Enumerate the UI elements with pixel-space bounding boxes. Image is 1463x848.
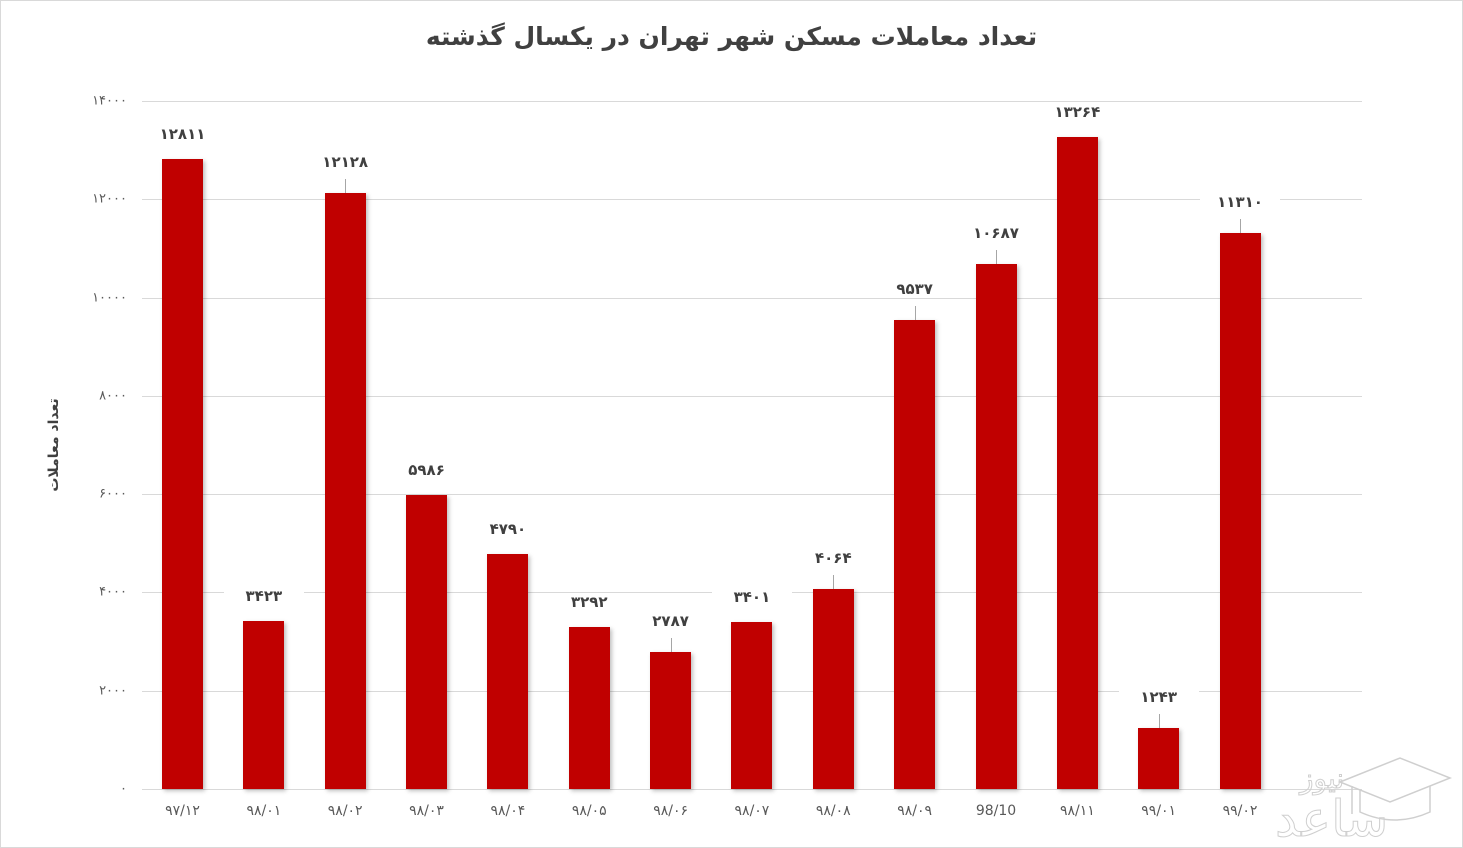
bar bbox=[894, 320, 936, 789]
x-tick-label: ۹۸/۱۱ bbox=[1059, 803, 1095, 819]
leader-line bbox=[1158, 713, 1160, 728]
leader-line bbox=[996, 249, 997, 264]
bar bbox=[812, 589, 854, 789]
y-tick-label: ۰ bbox=[120, 781, 127, 797]
y-tick-label: ۸۰۰۰ bbox=[99, 388, 127, 404]
gridline bbox=[142, 494, 1362, 496]
data-label: ۳۴۰۱ bbox=[711, 587, 792, 606]
x-tick-label: ۹۸/۰۷ bbox=[734, 803, 770, 819]
leader-line bbox=[833, 575, 835, 590]
watermark-text-saed: ساعد bbox=[1275, 790, 1388, 840]
bar bbox=[487, 553, 529, 789]
bar bbox=[406, 494, 448, 789]
y-tick-label: ۶۰۰۰ bbox=[99, 486, 127, 502]
leader-line bbox=[1240, 219, 1242, 234]
leader-line bbox=[670, 638, 672, 653]
bar bbox=[568, 627, 610, 789]
data-label: ۲۷۸۷ bbox=[630, 612, 711, 631]
x-tick-label: ۹۸/۰۴ bbox=[490, 803, 526, 819]
x-tick-label: ۹۸/۰۳ bbox=[409, 803, 444, 819]
y-tick-label: ۱۰۰۰۰ bbox=[92, 290, 127, 306]
data-label: ۳۲۹۲ bbox=[549, 593, 630, 612]
x-tick-label: ۹۸/۰۱ bbox=[246, 803, 282, 819]
gridline bbox=[142, 297, 1362, 299]
x-tick-label: 98/10 bbox=[975, 803, 1017, 819]
data-label: ۱۳۲۶۴ bbox=[1037, 103, 1118, 122]
bar bbox=[162, 159, 203, 789]
y-axis-label: تعداد معاملات bbox=[46, 398, 62, 492]
x-tick-label: ۹۷/۱۲ bbox=[165, 803, 200, 819]
data-label: ۴۰۶۴ bbox=[793, 549, 874, 568]
bar bbox=[1056, 137, 1098, 789]
y-tick-label: ۴۰۰۰ bbox=[99, 584, 127, 600]
data-label: ۴۷۹۰ bbox=[467, 519, 548, 538]
x-tick-label: ۹۹/۰۲ bbox=[1222, 803, 1258, 819]
data-label: ۱۱۳۱۰ bbox=[1200, 193, 1281, 212]
gridline bbox=[142, 789, 1362, 790]
data-label: ۹۵۳۷ bbox=[874, 280, 955, 299]
gridline bbox=[142, 199, 1362, 201]
bar bbox=[650, 652, 692, 789]
x-tick-label: ۹۸/۰۸ bbox=[815, 803, 851, 819]
data-label: ۳۴۲۳ bbox=[223, 586, 304, 605]
watermark-text-news: نیوز bbox=[1298, 762, 1344, 795]
y-tick-label: ۱۲۰۰۰ bbox=[92, 191, 127, 207]
x-tick-label: ۹۸/۰۲ bbox=[327, 803, 363, 819]
bar bbox=[243, 620, 285, 789]
leader-line bbox=[914, 306, 916, 321]
data-label: ۵۹۸۶ bbox=[386, 460, 467, 479]
bar bbox=[324, 192, 366, 789]
bar bbox=[731, 621, 773, 789]
gridline bbox=[142, 101, 1362, 102]
bar bbox=[975, 263, 1017, 789]
chart-title: تعداد معاملات مسکن شهر تهران در یکسال گذ… bbox=[425, 22, 1038, 51]
data-label: ۱۲۴۳ bbox=[1118, 687, 1199, 706]
data-label: ۱۰۶۸۷ bbox=[956, 223, 1036, 242]
data-label: ۱۲۸۱۱ bbox=[142, 125, 223, 144]
data-label: ۱۲۱۲۸ bbox=[305, 152, 386, 171]
graduation-cap-icon bbox=[1337, 757, 1453, 821]
leader-line bbox=[345, 178, 347, 193]
bar bbox=[1219, 233, 1261, 789]
y-tick-label: ۱۴۰۰۰ bbox=[92, 93, 127, 109]
x-tick-label: ۹۸/۰۵ bbox=[571, 803, 607, 819]
x-tick-label: ۹۸/۰۶ bbox=[653, 803, 688, 819]
gridline bbox=[142, 395, 1362, 397]
plot-area: ۱۲۸۱۱ ۳۴۲۳ ۱۲۱۲۸ ۵۹۸۶ ۴۷۹۰ ۳۲۹۲ ۲۷۸۷ ۳۴۰۱ ۴۰۶۴ ۹۵… bbox=[142, 101, 1362, 790]
x-tick-label: ۹۹/۰۱ bbox=[1141, 803, 1177, 819]
x-tick-label: ۹۸/۰۹ bbox=[897, 803, 933, 819]
y-tick-label: ۲۰۰۰ bbox=[99, 683, 127, 699]
bar bbox=[1138, 727, 1180, 789]
watermark-logo: نیوز ساعد bbox=[1275, 757, 1453, 840]
